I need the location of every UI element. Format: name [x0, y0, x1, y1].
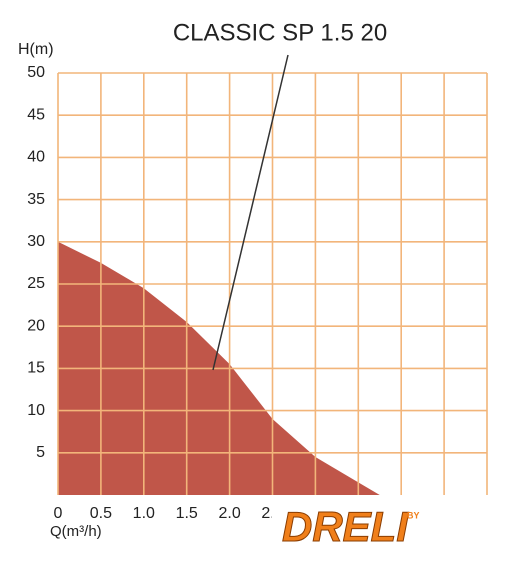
- logo: DRELI BY: [272, 497, 521, 563]
- y-tick-label: 15: [27, 360, 45, 377]
- x-tick-label: 0.5: [90, 505, 112, 522]
- y-tick-label: 10: [27, 402, 45, 419]
- x-tick-label: 2.0: [218, 505, 240, 522]
- y-tick-label: 50: [27, 64, 45, 81]
- y-tick-label: 20: [27, 317, 45, 334]
- chart-title: CLASSIC SP 1.5 20: [173, 19, 387, 46]
- logo-by: BY: [407, 510, 420, 520]
- logo-text: DRELI: [282, 503, 409, 550]
- x-axis-label: Q(m³/h): [50, 523, 102, 540]
- y-tick-label: 45: [27, 106, 45, 123]
- logo-bg: [272, 497, 521, 563]
- y-tick-label: 5: [36, 444, 45, 461]
- y-tick-label: 40: [27, 149, 45, 166]
- x-tick-label: 1.0: [133, 505, 155, 522]
- y-tick-label: 25: [27, 275, 45, 292]
- x-tick-label: 1.5: [176, 505, 198, 522]
- pointer-line: [212, 54, 289, 371]
- y-axis-label: H(m): [18, 41, 54, 58]
- y-tick-label: 30: [27, 233, 45, 250]
- x-tick-label: 0: [54, 505, 63, 522]
- y-tick-label: 35: [27, 191, 45, 208]
